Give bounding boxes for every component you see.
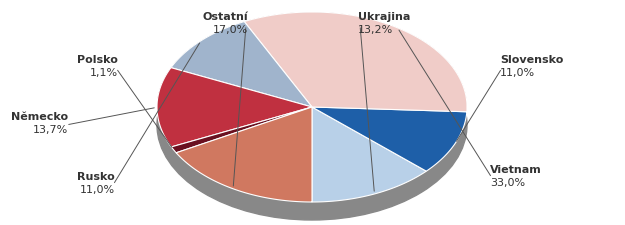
Text: Ukrajina: Ukrajina: [358, 12, 411, 22]
Polygon shape: [171, 108, 312, 153]
Polygon shape: [244, 13, 467, 112]
Text: Německo: Německo: [11, 112, 68, 122]
Polygon shape: [157, 68, 312, 147]
Text: Ostatní: Ostatní: [202, 12, 248, 22]
Text: 13,2%: 13,2%: [358, 25, 393, 35]
Polygon shape: [312, 108, 467, 171]
Text: Slovensko: Slovensko: [500, 55, 563, 65]
Polygon shape: [171, 22, 244, 86]
Text: 1,1%: 1,1%: [90, 68, 118, 78]
Text: 33,0%: 33,0%: [490, 177, 525, 187]
Text: 13,7%: 13,7%: [32, 124, 68, 134]
Polygon shape: [312, 108, 426, 202]
Polygon shape: [176, 108, 312, 202]
Text: Vietnam: Vietnam: [490, 164, 542, 174]
Text: 17,0%: 17,0%: [213, 25, 248, 35]
Polygon shape: [157, 68, 171, 125]
Text: 11,0%: 11,0%: [500, 68, 535, 78]
Ellipse shape: [157, 31, 467, 220]
Polygon shape: [244, 13, 467, 125]
Polygon shape: [171, 22, 312, 108]
Text: Polsko: Polsko: [77, 55, 118, 65]
Text: 11,0%: 11,0%: [80, 184, 115, 194]
Text: Rusko: Rusko: [78, 171, 115, 181]
